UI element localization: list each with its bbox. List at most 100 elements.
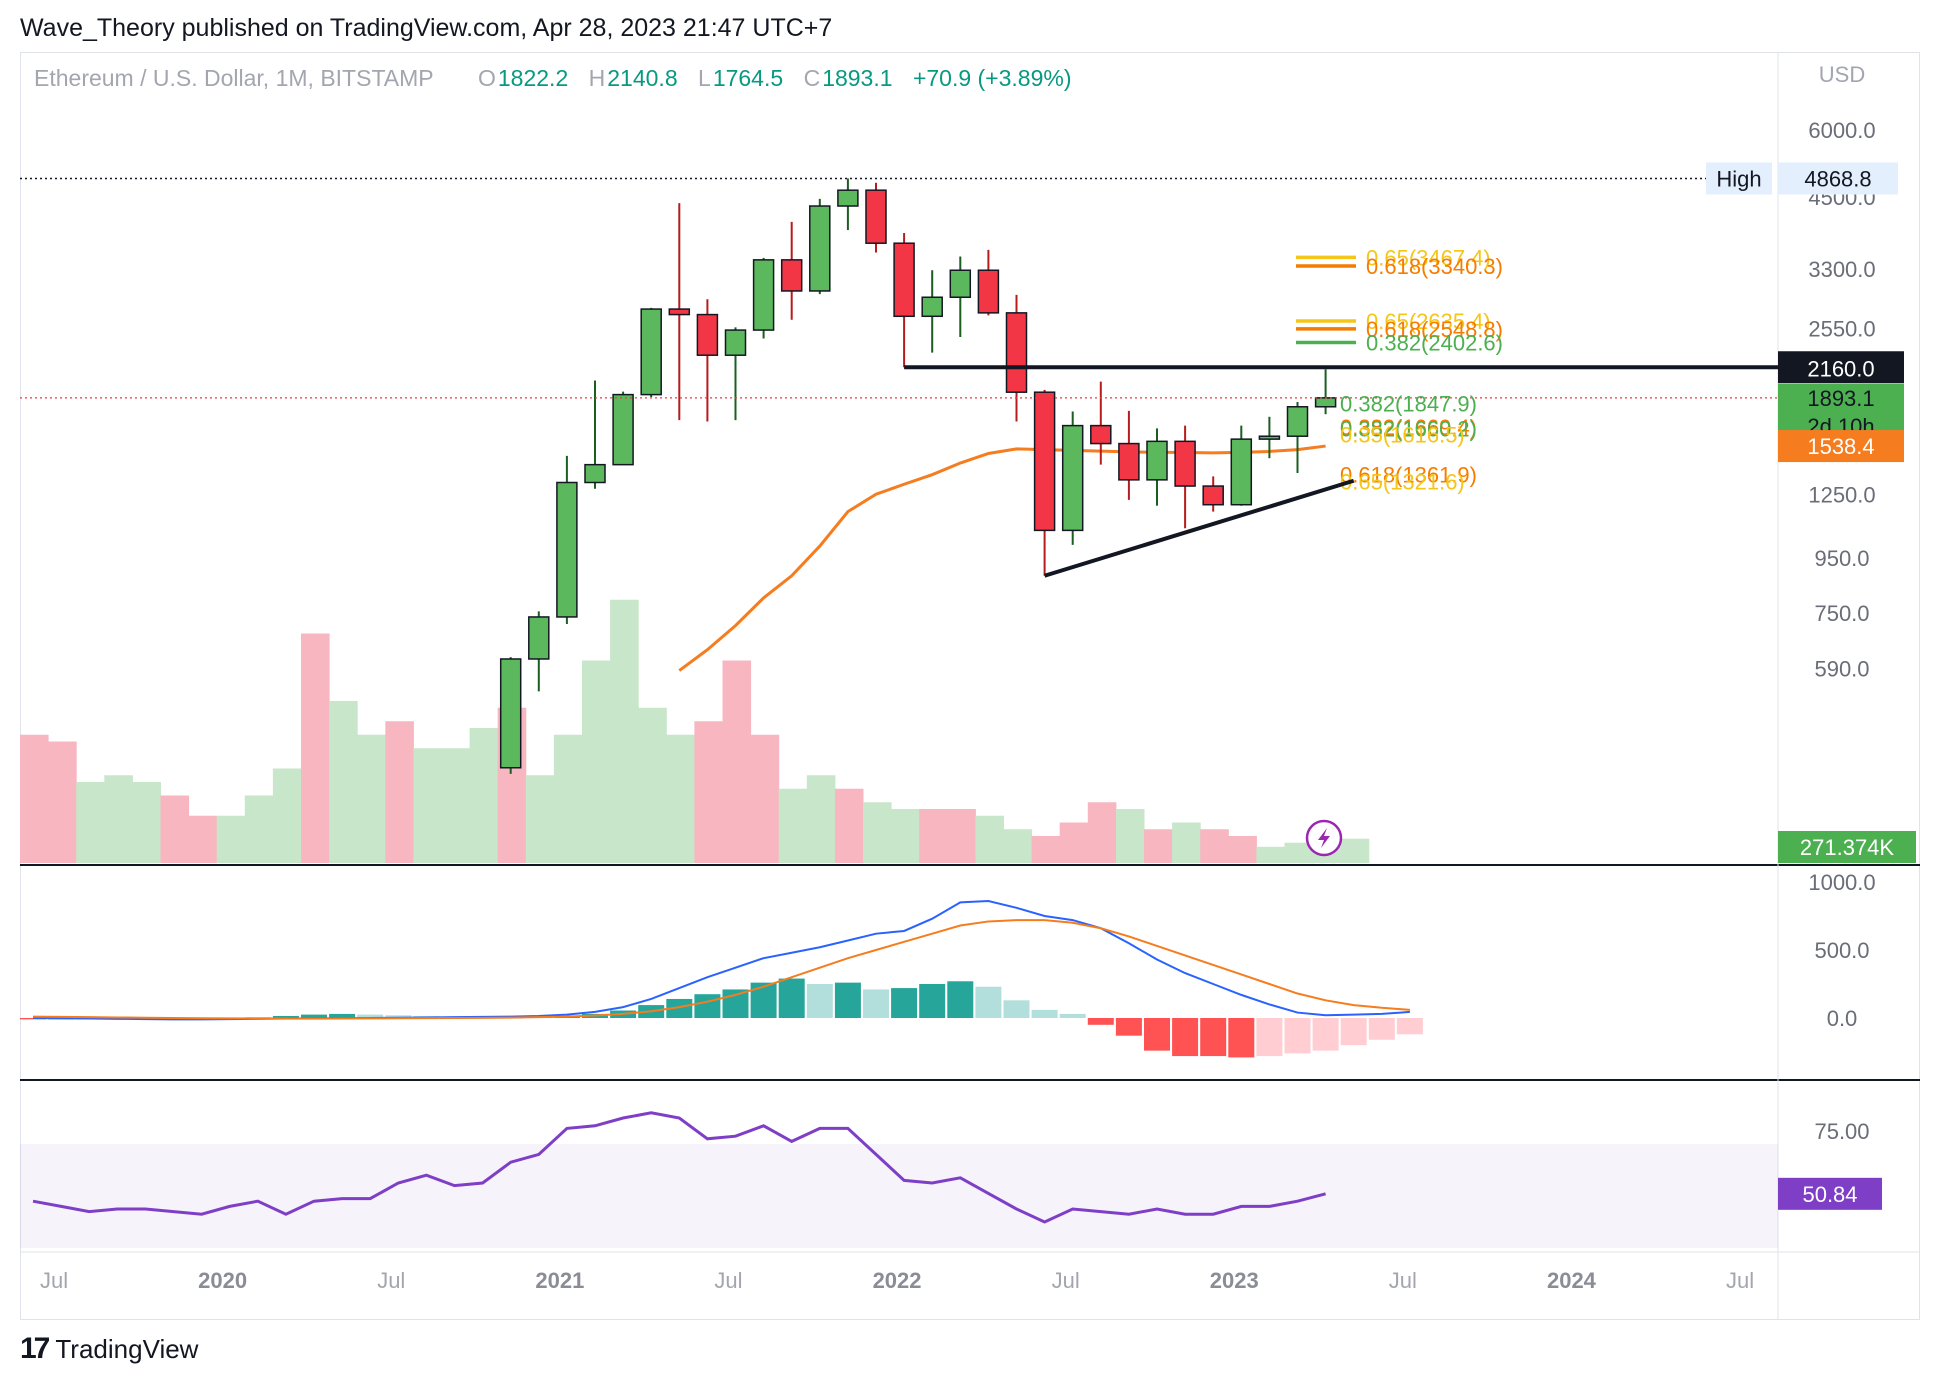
fib-label: 0.65(3467.4)	[1366, 245, 1491, 270]
macd-histogram-bar	[666, 998, 693, 1018]
volume-bar	[188, 815, 218, 863]
time-tick-label: Jul	[1052, 1268, 1080, 1293]
chart-frame[interactable]: Ethereum / U.S. Dollar, 1M, BITSTAMP O18…	[20, 52, 1920, 1320]
volume-bar	[1115, 809, 1145, 863]
macd-histogram-bar	[863, 989, 889, 1018]
fib-label: 0.382(1669.4)	[1340, 415, 1477, 440]
candle-body	[1314, 397, 1337, 408]
rsi-tick-label: 75.00	[1814, 1119, 1869, 1144]
macd-histogram-bar	[947, 981, 974, 1018]
volume-bar	[694, 721, 723, 863]
volume-bar	[919, 809, 948, 863]
candle-body	[893, 242, 915, 318]
candle-body	[1202, 485, 1224, 506]
rsi-label: 50.84	[1802, 1182, 1857, 1207]
candle-body	[1061, 424, 1084, 532]
candle-body	[1005, 312, 1028, 393]
resistance-label-box	[1778, 351, 1904, 384]
candle-body	[752, 259, 775, 331]
candle-body	[1033, 391, 1056, 532]
candle-body	[668, 308, 691, 316]
rsi-line	[32, 1111, 1326, 1224]
macd-histogram-bar	[301, 1014, 327, 1018]
candle-body	[1090, 424, 1112, 445]
legend-h-value: 2140.8	[607, 65, 677, 91]
macd-histogram-bar	[1340, 1018, 1367, 1046]
candle-body	[612, 393, 634, 466]
candle-body	[1174, 440, 1196, 487]
volume-bar	[441, 748, 471, 863]
fib-label: 0.618(1361.9)	[1340, 462, 1477, 487]
volume-bar	[834, 788, 864, 863]
volume-bar	[1340, 838, 1370, 863]
macd-histogram-bar	[778, 978, 805, 1018]
legend-c-label: C	[804, 65, 821, 91]
price-tick-label: 1250.0	[1808, 482, 1875, 507]
volume-bar	[666, 734, 695, 863]
time-tick-label: 2022	[873, 1268, 922, 1293]
macd-histogram-bar	[1256, 1018, 1283, 1057]
time-tick-label: Jul	[377, 1268, 405, 1293]
price-tick-label: 950.0	[1814, 546, 1869, 571]
high-label-box	[1706, 162, 1772, 195]
footer-brand[interactable]: TradingView	[55, 1333, 199, 1364]
lightning-icon[interactable]	[1305, 819, 1343, 857]
axis-layer: 6000.04500.03300.02550.01250.0950.0750.0…	[1808, 118, 1875, 682]
volume-bar	[610, 599, 639, 863]
volume-bar	[1200, 829, 1229, 863]
macd-histogram-bar	[919, 984, 946, 1018]
candle-body	[1118, 442, 1140, 481]
volume-bar	[1256, 846, 1285, 863]
candle-body	[809, 205, 831, 292]
macd-histogram-bar	[329, 1013, 356, 1018]
candle-body	[1258, 435, 1281, 440]
candle-body	[949, 269, 972, 298]
volume-bar	[160, 795, 190, 863]
macd-histogram-bar	[1200, 1018, 1227, 1057]
volume-bar	[20, 734, 49, 863]
macd-tick-label: 500.0	[1814, 938, 1869, 963]
candle-body	[696, 313, 719, 356]
volume-bar	[1087, 802, 1117, 863]
time-tick-label: 2021	[535, 1268, 584, 1293]
volume-bar	[244, 795, 274, 863]
ema-layer	[678, 444, 1326, 672]
volume-bar	[582, 660, 611, 863]
macd-histogram-bar	[1312, 1018, 1339, 1051]
macd-signal-line	[32, 919, 1410, 1020]
legend-o-label: O	[478, 65, 496, 91]
candle-body	[780, 259, 803, 292]
volume-bar	[132, 782, 161, 863]
candle-body	[499, 658, 522, 769]
currency-label: USD	[1819, 62, 1865, 87]
volume-label-box	[1778, 831, 1916, 863]
high-label: High	[1716, 167, 1761, 192]
volume-bar	[1228, 836, 1257, 863]
candle-body	[1286, 406, 1309, 437]
macd-histogram-bar	[1087, 1018, 1114, 1025]
macd-histogram-bar	[750, 982, 777, 1018]
volume-bar	[329, 701, 358, 863]
chart-border	[20, 52, 1920, 1320]
tradingview-logo-icon[interactable]: 17	[20, 1332, 50, 1365]
candle-body	[837, 189, 859, 207]
candle-body	[528, 616, 550, 660]
volume-bar	[778, 788, 808, 863]
legend-h-label: H	[589, 65, 606, 91]
footer: 17 TradingView	[20, 1332, 198, 1366]
macd-histogram-bar	[834, 982, 861, 1018]
volume-bar	[525, 775, 555, 863]
chart-canvas[interactable]: Ethereum / U.S. Dollar, 1M, BITSTAMP O18…	[20, 52, 1920, 1320]
time-tick-label: 2024	[1547, 1268, 1597, 1293]
time-tick-label: Jul	[40, 1268, 68, 1293]
macd-tick-label: 0.0	[1827, 1006, 1858, 1031]
volume-bar	[891, 809, 920, 863]
volume-bar	[1172, 822, 1201, 863]
price-tick-label: 6000.0	[1808, 118, 1875, 143]
macd-histogram-bar	[1228, 1018, 1255, 1058]
volume-bar	[1031, 836, 1061, 863]
candle-body	[977, 269, 1000, 314]
price-tick-label: 2550.0	[1808, 317, 1875, 342]
candle-body	[865, 189, 887, 244]
